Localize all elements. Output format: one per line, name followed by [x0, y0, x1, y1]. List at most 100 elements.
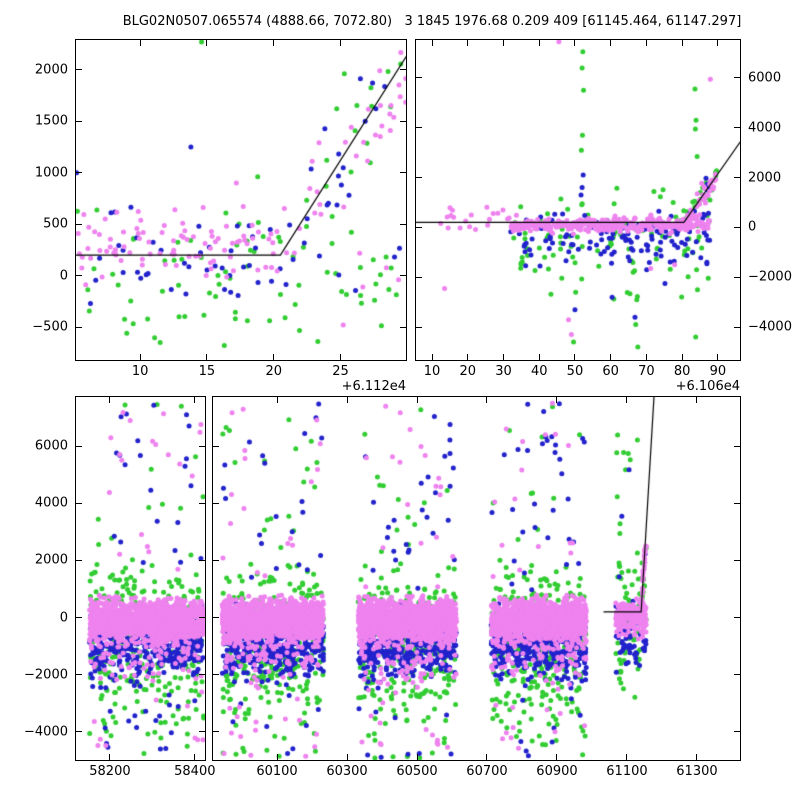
y-tick-right: [199, 559, 205, 561]
x-tick-label: 20: [265, 364, 282, 379]
x-tick: [416, 754, 418, 760]
y-tick: [213, 674, 219, 676]
y-tick-right: [734, 276, 740, 278]
y-tick: [76, 559, 82, 561]
y-tick-label: 2000: [34, 62, 68, 78]
x-tick-top: [717, 40, 719, 46]
y-tick: [213, 731, 219, 733]
x-axis-offset-label: +6.112e4: [341, 379, 406, 394]
x-tick-top: [696, 397, 698, 403]
x-tick: [206, 354, 208, 360]
y-tick: [416, 226, 422, 228]
y-tick-right: [199, 731, 205, 733]
y-tick: [213, 559, 219, 561]
x-tick-label: 58200: [89, 764, 131, 779]
x-tick-top: [556, 397, 558, 403]
y-tick-right: [199, 445, 205, 447]
y-tick-right: [734, 674, 740, 676]
x-tick: [626, 754, 628, 760]
y-tick-right: [734, 77, 740, 79]
y-tick-right: [734, 326, 740, 328]
y-tick-label: 1500: [34, 113, 68, 129]
x-tick-label: 60700: [466, 764, 508, 779]
x-tick-top: [626, 397, 628, 403]
x-tick-top: [681, 40, 683, 46]
x-tick: [273, 354, 275, 360]
x-tick-top: [109, 397, 111, 403]
y-tick: [76, 275, 82, 277]
y-tick-right: [734, 177, 740, 179]
y-tick: [76, 502, 82, 504]
x-tick-label: 40: [530, 364, 548, 379]
x-tick-top: [431, 40, 433, 46]
y-tick-right: [199, 502, 205, 504]
y-tick-label: 6000: [748, 70, 782, 86]
y-tick-label: 2000: [748, 170, 782, 186]
y-tick-right: [400, 120, 406, 122]
x-tick-label: 10: [423, 364, 441, 379]
x-tick-top: [206, 40, 208, 46]
x-tick-label: 80: [673, 364, 691, 379]
y-tick-right: [734, 559, 740, 561]
y-tick-right: [400, 223, 406, 225]
x-tick-label: 30: [495, 364, 512, 379]
y-tick: [213, 445, 219, 447]
y-tick-right: [734, 445, 740, 447]
y-tick-label: −4000: [24, 724, 68, 740]
y-tick: [76, 69, 82, 71]
x-tick-label: 58400: [174, 764, 216, 779]
x-tick: [696, 754, 698, 760]
x-tick: [486, 754, 488, 760]
y-tick-label: 500: [43, 216, 68, 232]
y-tick-label: −2000: [748, 269, 792, 285]
x-tick-top: [340, 40, 342, 46]
x-tick-label: 20: [459, 364, 477, 379]
x-tick-top: [194, 397, 196, 403]
y-tick-label: −2000: [24, 667, 68, 683]
x-tick-top: [139, 40, 141, 46]
scatter-canvas: [76, 40, 406, 360]
x-tick-top: [610, 40, 612, 46]
x-tick: [431, 354, 433, 360]
y-tick-label: 0: [59, 610, 68, 626]
x-axis-offset-label: +6.106e4: [675, 379, 740, 394]
x-tick: [346, 754, 348, 760]
x-tick-label: 60300: [326, 764, 368, 779]
y-tick-label: 1000: [34, 165, 68, 181]
x-tick-label: 61100: [606, 764, 648, 779]
x-tick: [109, 754, 111, 760]
y-tick: [416, 127, 422, 129]
x-tick-top: [276, 397, 278, 403]
y-tick-right: [734, 731, 740, 733]
x-tick: [139, 354, 141, 360]
y-tick: [76, 223, 82, 225]
x-tick-top: [467, 40, 469, 46]
upper-left-axes: 10 15 20 25 −500 0 500 1000 1500 2000 +6.112e4: [32, 39, 407, 394]
x-tick-label: 90: [709, 364, 727, 379]
x-tick-top: [538, 40, 540, 46]
x-tick-top: [503, 40, 505, 46]
y-tick: [76, 674, 82, 676]
y-tick-right: [400, 326, 406, 328]
y-tick-right: [400, 172, 406, 174]
y-tick: [76, 326, 82, 328]
x-tick: [503, 354, 505, 360]
x-tick-label: 61300: [676, 764, 718, 779]
x-tick: [717, 354, 719, 360]
y-tick-label: −4000: [748, 319, 792, 335]
lower-right-axes: 60100 60300 60500 60700 60900 61100 61300: [212, 396, 741, 779]
y-tick-right: [734, 617, 740, 619]
y-tick: [76, 120, 82, 122]
x-tick-label: 60: [602, 364, 619, 379]
y-tick-right: [734, 127, 740, 129]
x-tick: [681, 354, 683, 360]
lower-left-axes: 58200 58400 −4000 −2000 0 2000 4000 6000: [24, 396, 215, 779]
x-tick-label: 10: [131, 364, 149, 379]
y-tick-label: 6000: [34, 438, 68, 454]
scatter-canvas: [76, 397, 205, 760]
y-tick-right: [734, 226, 740, 228]
x-tick-top: [574, 40, 576, 46]
y-tick-label: 0: [748, 219, 757, 235]
y-tick: [76, 445, 82, 447]
